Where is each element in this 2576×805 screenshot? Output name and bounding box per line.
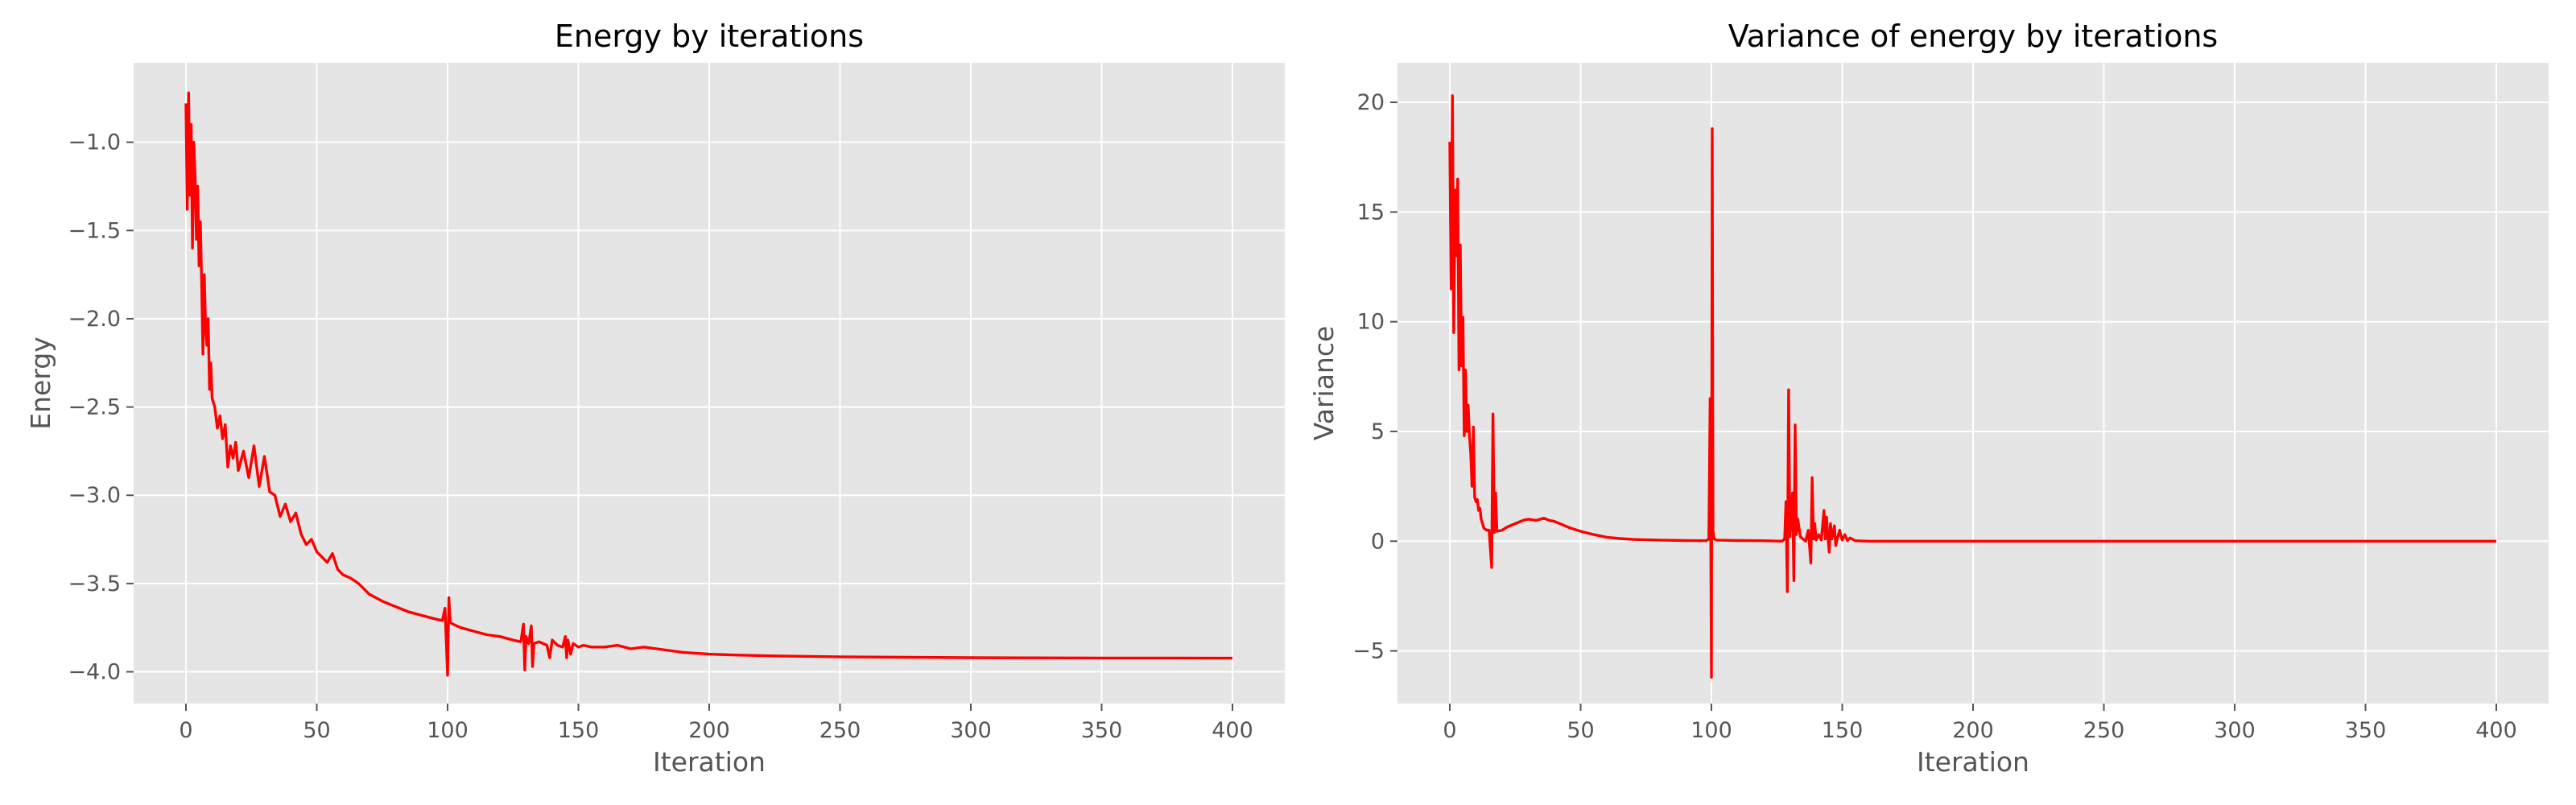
energy-x-tick-label: 50 bbox=[303, 718, 330, 743]
variance-x-axis-label: Iteration bbox=[1917, 746, 2029, 778]
variance-chart: 0 50 100 150 200 250 300 350 400 −5 0 5 10 15 20 Varia… bbox=[1308, 19, 2549, 778]
energy-y-tick-label: −4.0 bbox=[68, 660, 121, 685]
variance-x-tick-label: 100 bbox=[1690, 718, 1732, 743]
energy-y-tick-label: −1.5 bbox=[68, 218, 121, 243]
variance-y-tick-label: 10 bbox=[1357, 310, 1385, 335]
energy-grid bbox=[134, 63, 1285, 704]
variance-y-tick-label: 5 bbox=[1371, 419, 1385, 444]
variance-y-tick-label: 20 bbox=[1357, 90, 1385, 115]
energy-x-tick-label: 400 bbox=[1212, 718, 1253, 743]
energy-x-axis-label: Iteration bbox=[653, 746, 766, 778]
energy-y-tick-label: −1.0 bbox=[68, 130, 121, 155]
variance-chart-title: Variance of energy by iterations bbox=[1728, 19, 2218, 54]
energy-x-tick-label: 200 bbox=[688, 718, 730, 743]
variance-x-tick-label: 200 bbox=[1952, 718, 1994, 743]
variance-y-tick-label: −5 bbox=[1352, 639, 1385, 664]
variance-x-tick-label: 0 bbox=[1443, 718, 1456, 743]
variance-y-tick-label: 0 bbox=[1371, 529, 1385, 554]
energy-x-tick-label: 250 bbox=[819, 718, 861, 743]
energy-chart: 0 50 100 150 200 250 300 350 400 −4.0 −3.5 −3.0 −2.5… bbox=[25, 19, 1285, 778]
energy-y-tick-label: −3.5 bbox=[68, 572, 121, 597]
variance-x-tick-label: 350 bbox=[2345, 718, 2387, 743]
variance-y-tick-label: 15 bbox=[1357, 200, 1385, 225]
variance-x-tick-label: 150 bbox=[1822, 718, 1864, 743]
energy-ticks: 0 50 100 150 200 250 300 350 400 −4.0 −3.5 −3.0 −2.5… bbox=[68, 130, 1253, 743]
energy-x-tick-label: 0 bbox=[179, 718, 192, 743]
energy-series bbox=[184, 91, 1233, 677]
energy-chart-title: Energy by iterations bbox=[555, 19, 864, 54]
variance-x-tick-label: 250 bbox=[2083, 718, 2125, 743]
energy-series-line bbox=[184, 91, 1233, 677]
energy-y-tick-label: −2.0 bbox=[68, 307, 121, 332]
energy-y-tick-label: −3.0 bbox=[68, 483, 121, 508]
variance-x-tick-label: 300 bbox=[2214, 718, 2256, 743]
energy-x-tick-label: 350 bbox=[1081, 718, 1123, 743]
variance-y-axis-label: Variance bbox=[1308, 326, 1340, 441]
energy-x-tick-label: 100 bbox=[427, 718, 469, 743]
energy-x-tick-label: 300 bbox=[950, 718, 992, 743]
variance-series bbox=[1448, 94, 2496, 679]
variance-x-tick-label: 400 bbox=[2475, 718, 2517, 743]
variance-series-line bbox=[1448, 94, 2496, 679]
energy-x-tick-label: 150 bbox=[558, 718, 600, 743]
variance-x-tick-label: 50 bbox=[1567, 718, 1594, 743]
energy-y-tick-label: −2.5 bbox=[68, 395, 121, 420]
energy-y-axis-label: Energy bbox=[25, 336, 56, 430]
variance-ticks: 0 50 100 150 200 250 300 350 400 −5 0 5 10 15 20 bbox=[1352, 90, 2517, 743]
